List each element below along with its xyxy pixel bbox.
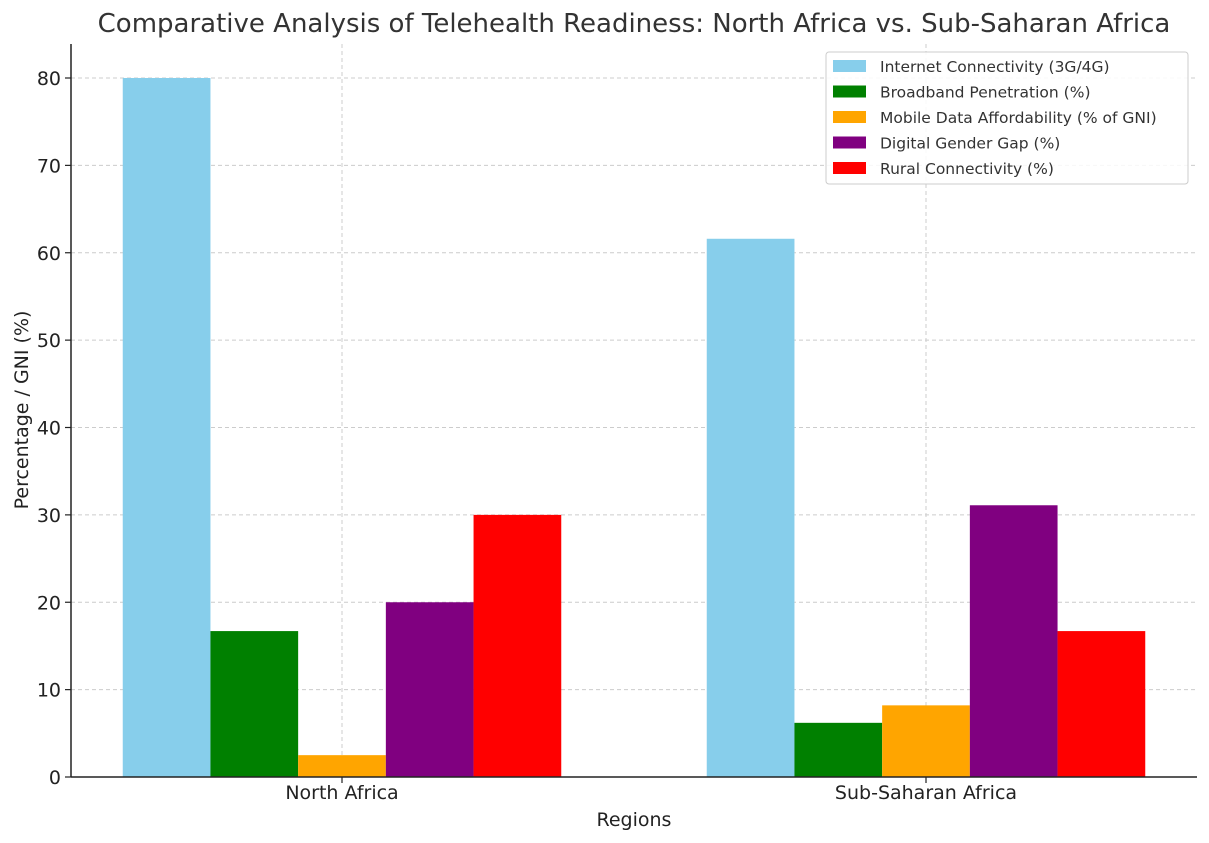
y-axis-label: Percentage / GNI (%) (11, 311, 33, 510)
axes (70, 44, 1197, 778)
bar (882, 705, 970, 777)
chart-title: Comparative Analysis of Telehealth Readi… (98, 9, 1171, 39)
y-tick-label: 30 (37, 505, 61, 527)
x-tick-label: North Africa (285, 782, 398, 804)
y-tick-label: 50 (37, 330, 61, 352)
y-tick-label: 20 (37, 592, 61, 614)
legend-swatch (833, 111, 866, 123)
legend-swatch (833, 85, 866, 98)
x-ticks: North Africa Sub-Saharan Africa (285, 777, 1017, 804)
y-ticks: 0 10 20 30 40 50 60 70 80 (37, 68, 71, 789)
bar (1057, 631, 1146, 777)
y-tick-label: 0 (49, 767, 61, 789)
bar (210, 631, 299, 777)
legend-swatch (833, 162, 866, 174)
legend-label: Digital Gender Gap (%) (880, 135, 1060, 153)
bar (706, 238, 795, 777)
legend-label: Rural Connectivity (%) (880, 160, 1054, 178)
y-tick-label: 40 (37, 418, 61, 440)
y-tick-label: 10 (37, 680, 61, 702)
legend-swatch (833, 136, 866, 149)
legend-swatch (833, 60, 866, 72)
y-tick-label: 60 (37, 243, 61, 265)
legend-label: Internet Connectivity (3G/4G) (880, 58, 1110, 76)
x-axis-label: Regions (597, 809, 672, 831)
bar (385, 602, 474, 777)
bar (473, 514, 562, 777)
bar (794, 722, 883, 777)
bar (298, 755, 386, 777)
y-tick-label: 80 (37, 68, 61, 90)
bar (969, 505, 1058, 777)
x-tick-label: Sub-Saharan Africa (835, 782, 1017, 804)
legend-label: Mobile Data Affordability (% of GNI) (880, 109, 1157, 127)
bars (122, 78, 1146, 777)
bar (122, 78, 211, 777)
legend: Internet Connectivity (3G/4G) Broadband P… (825, 51, 1189, 185)
y-tick-label: 70 (37, 155, 61, 177)
legend-box (825, 51, 1189, 185)
legend-label: Broadband Penetration (%) (880, 84, 1091, 102)
